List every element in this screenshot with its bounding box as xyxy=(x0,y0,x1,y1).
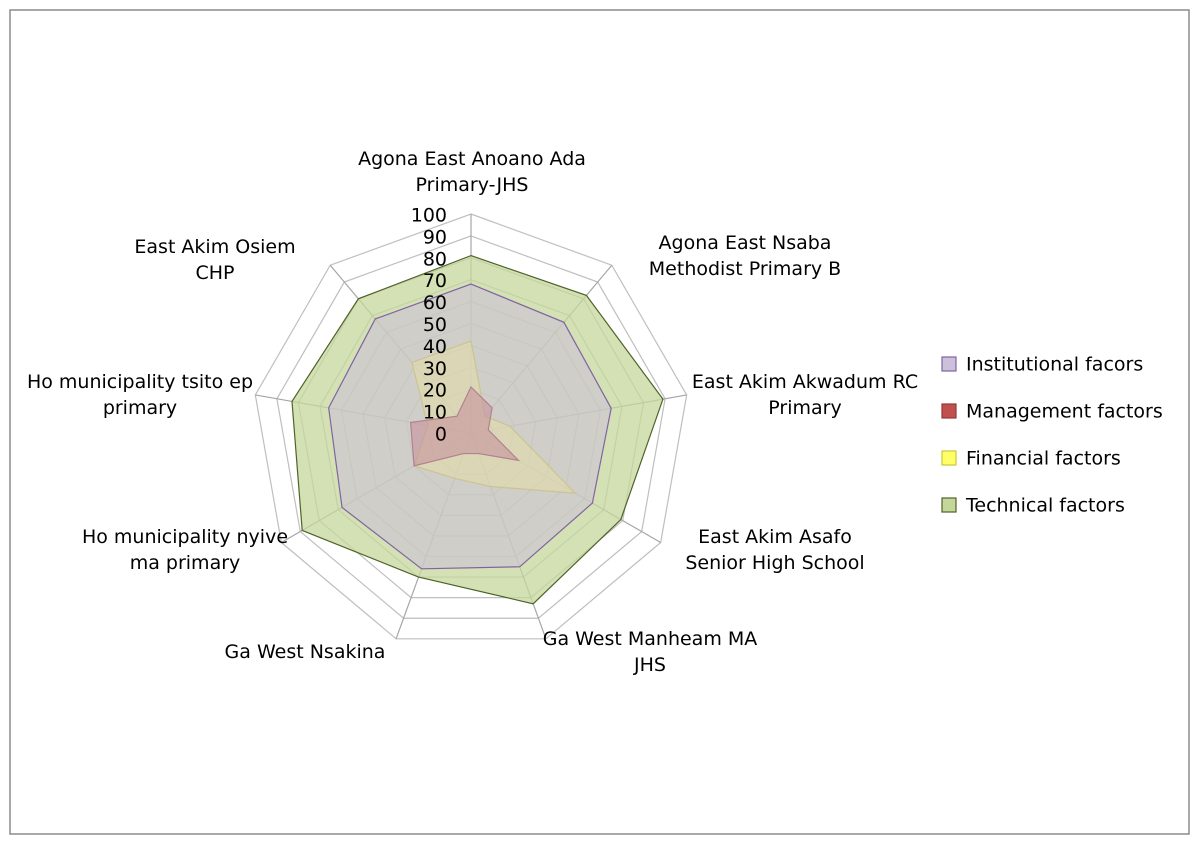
legend-label: Technical factors xyxy=(965,495,1125,517)
category-label: East Akim Osiem CHP xyxy=(134,236,296,284)
category-label: Ga West Manheam MA JHS xyxy=(542,628,758,676)
series-area xyxy=(328,283,612,570)
category-label: Ho municipality tsito ep primary xyxy=(26,371,254,419)
axis-tick-label: 70 xyxy=(423,270,447,292)
legend-label: Management factors xyxy=(966,401,1163,423)
category-label: Ho municipality nyive ma primary xyxy=(81,526,289,574)
grid-ring xyxy=(254,213,688,640)
legend-swatch xyxy=(941,356,957,372)
axis-tick-label: 10 xyxy=(423,402,447,424)
legend-swatch xyxy=(941,497,957,513)
category-label: Agona East Anoano Ada Primary-JHS xyxy=(358,148,586,196)
axis-tick-label: 90 xyxy=(423,226,447,248)
category-label: Ga West Nsakina xyxy=(224,641,386,663)
legend-swatch xyxy=(941,450,957,466)
legend-swatch xyxy=(941,403,957,419)
axis-tick-label: 60 xyxy=(423,292,447,314)
axis-tick-label: 20 xyxy=(423,380,447,402)
grid-ring xyxy=(276,235,666,619)
axis-tick-label: 30 xyxy=(423,358,447,380)
axis-tick-label: 80 xyxy=(423,248,447,270)
legend-label: Institutional facors xyxy=(966,354,1143,376)
axis-tick-label: 0 xyxy=(435,424,447,446)
category-label: East Akim Akwadum RC Primary xyxy=(691,371,919,419)
axis-tick-label: 50 xyxy=(423,314,447,336)
axis-tick-label: 40 xyxy=(423,336,447,358)
category-label: Agona East Nsaba Methodist Primary B xyxy=(648,232,842,280)
axis-tick-label: 100 xyxy=(411,205,447,227)
legend-label: Financial factors xyxy=(966,448,1121,470)
category-label: East Akim Asafo Senior High School xyxy=(685,526,865,574)
